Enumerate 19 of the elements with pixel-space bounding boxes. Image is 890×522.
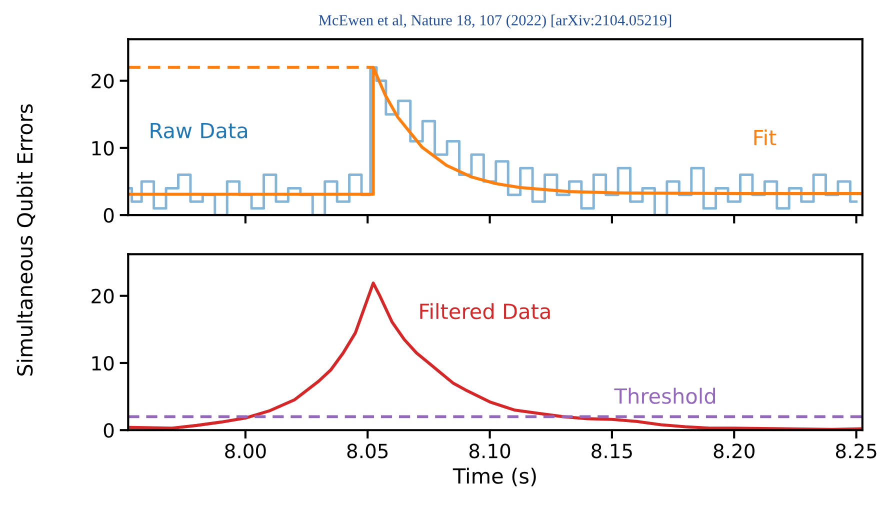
y-tick-label: 10 bbox=[92, 356, 114, 371]
x-tick-label: 8.25 bbox=[836, 444, 876, 458]
chart-title: McEwen et al, Nature 18, 107 (2022) [arXiv:2104.05219] bbox=[318, 14, 672, 29]
series-label: Filtered Data bbox=[420, 303, 550, 320]
text: Fit bbox=[754, 129, 776, 146]
y-tick-label: 20 bbox=[92, 288, 114, 304]
y-axis-title: Simultaneous Qubit Errors bbox=[16, 104, 36, 376]
y-tick-label: 20 bbox=[92, 74, 114, 88]
y-tick-label: 0 bbox=[104, 208, 114, 223]
ref-line-label: Threshold bbox=[614, 388, 715, 404]
x-axis-title: Time (s) bbox=[452, 468, 536, 486]
y-tick-label: 0 bbox=[104, 423, 114, 438]
series-label: Raw Data bbox=[150, 122, 248, 138]
x-tick-label: 8.00 bbox=[225, 444, 266, 458]
x-tick-label: 8.05 bbox=[347, 444, 388, 458]
x-tick-label: 8.20 bbox=[714, 444, 754, 458]
x-tick-label: 8.15 bbox=[592, 444, 632, 458]
x-tick-label: 8.10 bbox=[469, 444, 510, 458]
y-tick-label: 10 bbox=[92, 140, 114, 156]
